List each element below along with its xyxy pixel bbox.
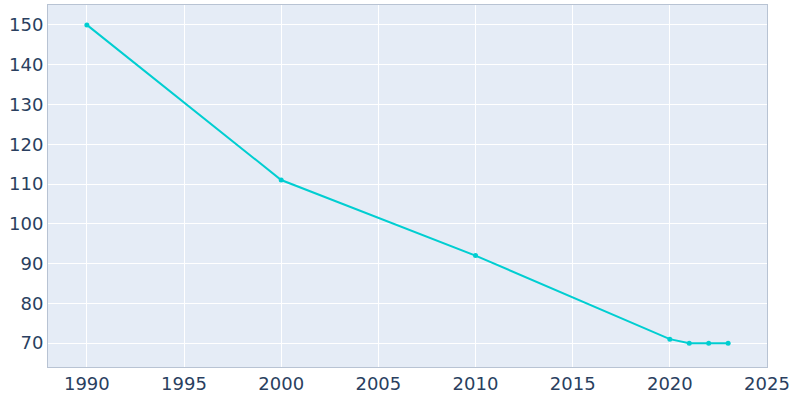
svg-text:2025: 2025: [744, 373, 790, 394]
svg-text:130: 130: [9, 94, 43, 115]
svg-text:90: 90: [20, 253, 43, 274]
svg-text:2015: 2015: [550, 373, 596, 394]
svg-text:150: 150: [9, 14, 43, 35]
svg-text:2000: 2000: [258, 373, 304, 394]
svg-text:120: 120: [9, 134, 43, 155]
svg-text:80: 80: [20, 293, 43, 314]
svg-text:100: 100: [9, 213, 43, 234]
svg-text:1990: 1990: [64, 373, 110, 394]
svg-text:2010: 2010: [453, 373, 499, 394]
svg-text:2005: 2005: [355, 373, 401, 394]
svg-text:2020: 2020: [647, 373, 693, 394]
svg-text:110: 110: [9, 173, 43, 194]
svg-text:1995: 1995: [161, 373, 207, 394]
svg-text:70: 70: [20, 332, 43, 353]
svg-text:140: 140: [9, 54, 43, 75]
